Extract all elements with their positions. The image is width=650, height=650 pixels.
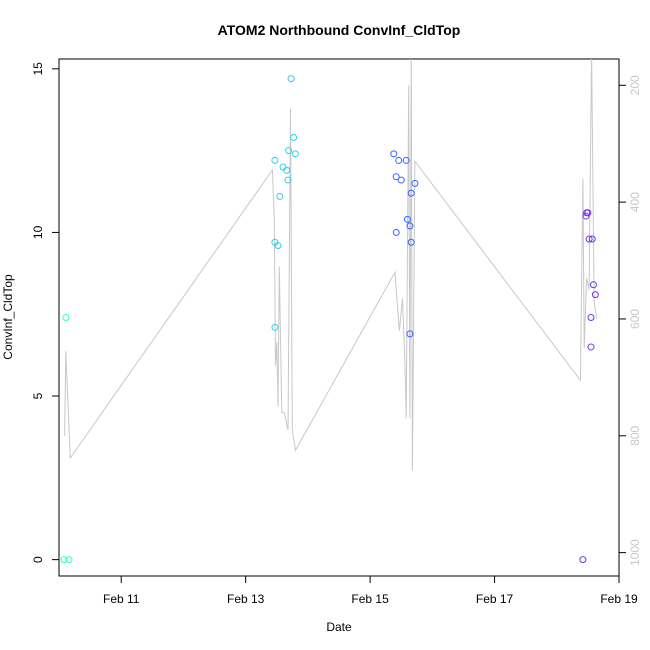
data-point xyxy=(395,156,403,164)
x-tick-label: Feb 11 xyxy=(103,592,140,606)
data-point xyxy=(392,173,400,181)
right-tick-label: 1000 xyxy=(628,539,642,566)
chart-title: ATOM2 Northbound ConvInf_CldTop xyxy=(218,22,461,38)
data-point xyxy=(291,150,299,158)
data-point xyxy=(279,163,287,171)
y-tick-label: 15 xyxy=(31,62,45,76)
data-point xyxy=(587,314,595,321)
data-point xyxy=(403,215,411,223)
y-tick-label: 0 xyxy=(31,556,45,563)
data-point xyxy=(589,281,597,289)
data-point xyxy=(406,330,414,338)
x-tick-label: Feb 19 xyxy=(600,592,638,606)
x-axis-label: Date xyxy=(326,620,352,634)
data-point xyxy=(271,323,279,331)
series-line xyxy=(64,59,598,471)
data-point xyxy=(287,75,295,83)
data-point xyxy=(274,242,282,250)
y-tick-label: 10 xyxy=(31,225,45,239)
data-point xyxy=(584,209,592,217)
x-tick-label: Feb 15 xyxy=(351,592,389,606)
right-axis: 200 400 600 800 1000 xyxy=(619,75,642,566)
data-point xyxy=(587,343,595,351)
data-point xyxy=(60,556,68,564)
x-tick-label: Feb 13 xyxy=(227,592,265,606)
y-axis: 0 5 10 15 xyxy=(31,62,59,563)
data-point xyxy=(407,238,415,246)
x-tick-label: Feb 17 xyxy=(476,592,514,606)
point-series xyxy=(60,75,599,564)
data-point xyxy=(390,150,398,158)
data-point xyxy=(276,192,284,200)
data-point xyxy=(284,176,292,184)
data-point xyxy=(271,156,279,164)
data-point xyxy=(392,228,400,236)
data-point xyxy=(579,556,587,564)
data-point xyxy=(65,556,73,564)
line-series xyxy=(64,59,598,471)
data-point xyxy=(588,235,596,243)
data-point xyxy=(411,179,419,187)
data-point xyxy=(591,291,599,299)
data-point xyxy=(290,134,298,142)
data-point xyxy=(406,222,414,230)
right-tick-label: 200 xyxy=(628,75,642,95)
right-tick-label: 600 xyxy=(628,309,642,329)
data-point xyxy=(402,156,410,164)
data-point xyxy=(397,176,405,184)
data-point xyxy=(407,189,415,197)
data-point xyxy=(283,166,291,174)
right-tick-label: 800 xyxy=(628,425,642,445)
x-axis: Feb 11 Feb 13 Feb 15 Feb 17 Feb 19 xyxy=(103,576,638,606)
data-point xyxy=(62,314,70,321)
y-axis-label: ConvInf_CldTop xyxy=(1,274,15,360)
y-tick-label: 5 xyxy=(31,392,45,399)
right-tick-label: 400 xyxy=(628,192,642,212)
plot-frame xyxy=(58,58,620,577)
data-point xyxy=(585,235,593,243)
data-point xyxy=(285,147,293,155)
